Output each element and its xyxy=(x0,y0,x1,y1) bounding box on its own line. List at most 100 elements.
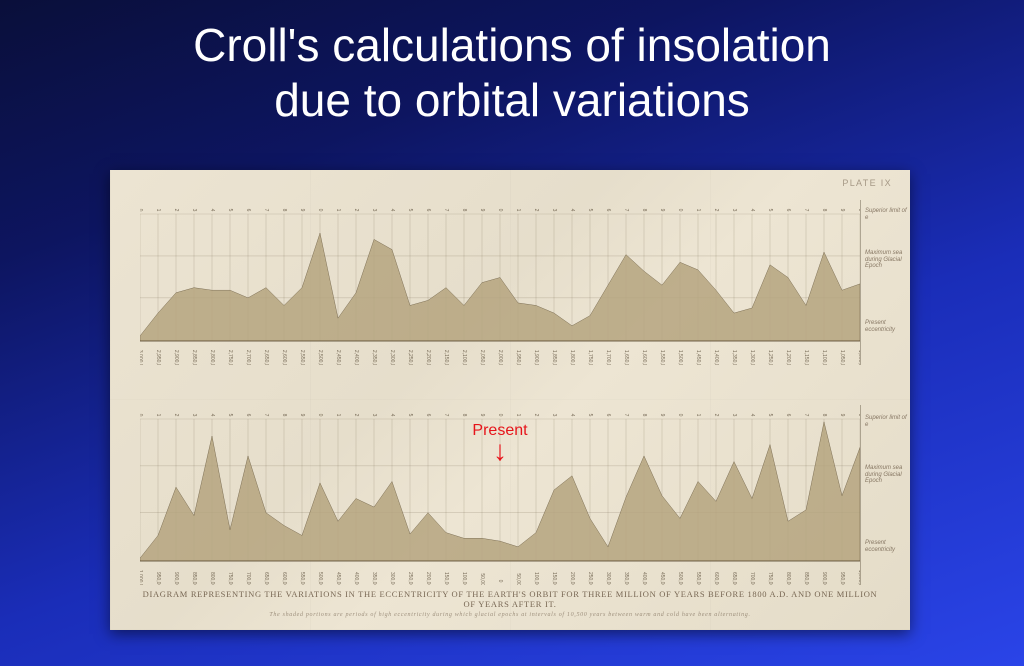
svg-text:9: 9 xyxy=(659,414,665,417)
svg-text:700,000: 700,000 xyxy=(749,572,755,585)
svg-text:2,700,000: 2,700,000 xyxy=(245,350,251,365)
svg-text:400,000: 400,000 xyxy=(641,572,647,585)
svg-text:0: 0 xyxy=(497,414,503,417)
svg-text:2,750,000: 2,750,000 xyxy=(227,350,233,365)
svg-text:600,000: 600,000 xyxy=(713,572,719,585)
svg-text:1,750,000: 1,750,000 xyxy=(587,350,593,365)
svg-text:450,000: 450,000 xyxy=(335,572,341,585)
axis-label-top-low: Present eccentricity xyxy=(865,320,910,333)
title-line-2: due to orbital variations xyxy=(274,74,750,126)
svg-text:1,550,000: 1,550,000 xyxy=(659,350,665,365)
svg-text:150,000: 150,000 xyxy=(443,572,449,585)
svg-text:2,300,000: 2,300,000 xyxy=(389,350,395,365)
svg-text:4: 4 xyxy=(749,414,755,417)
svg-text:8: 8 xyxy=(641,414,647,417)
svg-text:2,600,000: 2,600,000 xyxy=(281,350,287,365)
svg-text:550,000: 550,000 xyxy=(695,572,701,585)
caption-main: DIAGRAM REPRESENTING THE VARIATIONS IN T… xyxy=(140,589,880,609)
svg-text:9: 9 xyxy=(839,209,845,212)
svg-text:6: 6 xyxy=(245,209,251,212)
svg-text:600,000: 600,000 xyxy=(281,572,287,585)
svg-text:2,850,000: 2,850,000 xyxy=(191,350,197,365)
svg-text:850,000: 850,000 xyxy=(191,572,197,585)
svg-text:2,800,000: 2,800,000 xyxy=(209,350,215,365)
svg-text:150,000: 150,000 xyxy=(551,572,557,585)
svg-text:3: 3 xyxy=(731,414,737,417)
svg-text:7: 7 xyxy=(623,209,629,212)
svg-text:4: 4 xyxy=(209,209,215,212)
svg-text:950,000: 950,000 xyxy=(839,572,845,585)
svg-text:7: 7 xyxy=(623,414,629,417)
svg-text:7: 7 xyxy=(443,414,449,417)
svg-text:500,000: 500,000 xyxy=(317,572,323,585)
svg-text:800,000: 800,000 xyxy=(209,572,215,585)
down-arrow-icon: ↓ xyxy=(470,438,530,463)
svg-text:7: 7 xyxy=(443,209,449,212)
title-line-1: Croll's calculations of insolation xyxy=(193,19,831,71)
svg-text:800,000: 800,000 xyxy=(785,572,791,585)
svg-text:1,800,000: 1,800,000 xyxy=(569,350,575,365)
svg-text:5: 5 xyxy=(587,209,593,212)
axis-label-bot-mid: Maximum sea during Glacial Epoch xyxy=(865,465,910,485)
svg-text:100,000: 100,000 xyxy=(461,572,467,585)
svg-text:3: 3 xyxy=(371,414,377,417)
svg-text:0: 0 xyxy=(497,580,503,583)
svg-text:1,000,000: 1,000,000 xyxy=(140,570,143,585)
svg-text:5: 5 xyxy=(407,209,413,212)
svg-text:1,000,000: 1,000,000 xyxy=(857,350,860,365)
svg-text:2,400,000: 2,400,000 xyxy=(353,350,359,365)
svg-text:1: 1 xyxy=(335,209,341,212)
svg-text:1: 1 xyxy=(155,209,161,212)
svg-text:8: 8 xyxy=(281,414,287,417)
svg-text:1: 1 xyxy=(695,414,701,417)
svg-text:1,300,000: 1,300,000 xyxy=(749,350,755,365)
axis-label-bot-low: Present eccentricity xyxy=(865,540,910,553)
svg-text:9: 9 xyxy=(479,209,485,212)
svg-text:7: 7 xyxy=(263,414,269,417)
svg-text:1,000,000: 1,000,000 xyxy=(857,570,860,585)
svg-text:1,150,000: 1,150,000 xyxy=(803,350,809,365)
svg-text:550,000: 550,000 xyxy=(299,572,305,585)
svg-text:1,650,000: 1,650,000 xyxy=(623,350,629,365)
svg-text:1,350,000: 1,350,000 xyxy=(731,350,737,365)
svg-text:4: 4 xyxy=(389,209,395,212)
svg-text:1,700,000: 1,700,000 xyxy=(605,350,611,365)
svg-text:1,400,000: 1,400,000 xyxy=(713,350,719,365)
svg-text:50,000: 50,000 xyxy=(515,573,521,585)
svg-text:100,000: 100,000 xyxy=(533,572,539,585)
svg-text:2: 2 xyxy=(173,209,179,212)
svg-text:4: 4 xyxy=(209,414,215,417)
svg-text:1: 1 xyxy=(515,209,521,212)
svg-text:2,350,000: 2,350,000 xyxy=(371,350,377,365)
svg-text:450,000: 450,000 xyxy=(659,572,665,585)
svg-text:2: 2 xyxy=(533,414,539,417)
svg-text:6: 6 xyxy=(605,209,611,212)
svg-text:4: 4 xyxy=(389,414,395,417)
svg-text:2: 2 xyxy=(713,414,719,417)
svg-text:2,500,000: 2,500,000 xyxy=(317,350,323,365)
svg-text:9: 9 xyxy=(479,414,485,417)
svg-text:650,000: 650,000 xyxy=(731,572,737,585)
svg-text:2,100,000: 2,100,000 xyxy=(461,350,467,365)
svg-text:2,900,000: 2,900,000 xyxy=(173,350,179,365)
svg-text:1,850,000: 1,850,000 xyxy=(551,350,557,365)
svg-text:3: 3 xyxy=(551,414,557,417)
svg-text:700,000: 700,000 xyxy=(245,572,251,585)
svg-text:350,000: 350,000 xyxy=(371,572,377,585)
svg-text:1,950,000: 1,950,000 xyxy=(515,350,521,365)
axis-label-top-superior: Superior limit of e xyxy=(865,208,910,221)
svg-text:7: 7 xyxy=(803,414,809,417)
svg-text:2,650,000: 2,650,000 xyxy=(263,350,269,365)
svg-text:1,450,000: 1,450,000 xyxy=(695,350,701,365)
svg-text:5: 5 xyxy=(227,414,233,417)
svg-text:1,900,000: 1,900,000 xyxy=(533,350,539,365)
svg-text:950,000: 950,000 xyxy=(155,572,161,585)
svg-text:6: 6 xyxy=(425,414,431,417)
svg-text:0: 0 xyxy=(497,209,503,212)
svg-text:2,450,000: 2,450,000 xyxy=(335,350,341,365)
svg-text:0: 0 xyxy=(317,209,323,212)
svg-text:8: 8 xyxy=(821,414,827,417)
svg-text:5: 5 xyxy=(227,209,233,212)
slide: Croll's calculations of insolation due t… xyxy=(0,0,1024,666)
svg-text:0: 0 xyxy=(140,209,143,212)
